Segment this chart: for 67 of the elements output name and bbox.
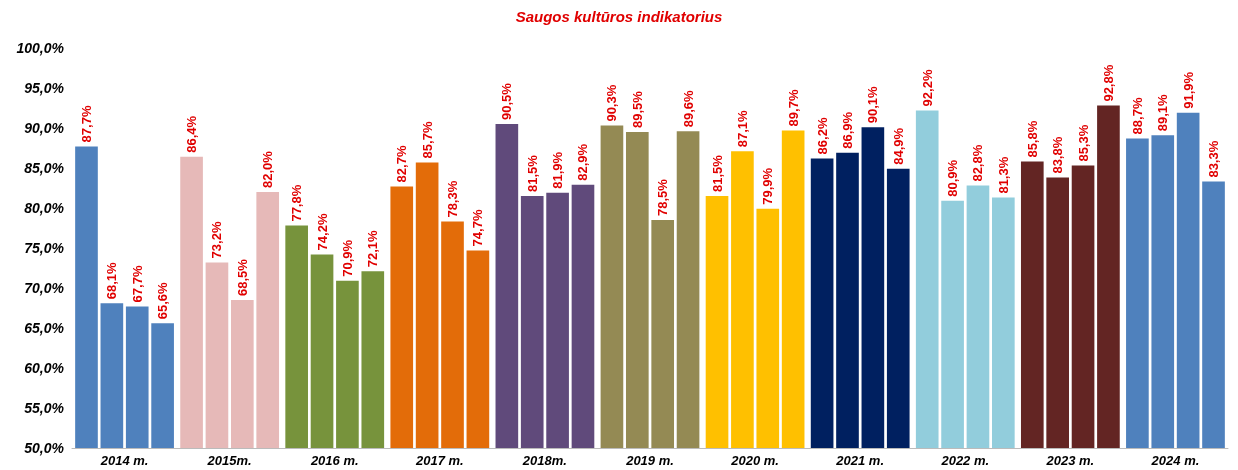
data-label: 80,9% (945, 159, 961, 197)
x-tick-label: 2018m. (521, 453, 567, 468)
data-label: 81,5% (524, 154, 540, 192)
data-label: 83,8% (1050, 136, 1066, 174)
data-label: 74,7% (470, 209, 486, 247)
data-label: 72,1% (365, 229, 381, 268)
data-label: 86,2% (814, 117, 830, 155)
x-tick-label: 2019 m. (625, 453, 674, 468)
data-label: 82,8% (970, 144, 986, 182)
data-label: 81,9% (550, 151, 566, 189)
x-tick-label: 2014 m. (99, 453, 149, 468)
x-tick-label: 2022 m. (940, 453, 990, 468)
data-label: 78,3% (445, 180, 461, 218)
data-label: 78,5% (655, 178, 671, 216)
y-tick-label: 100,0% (16, 40, 65, 56)
y-tick-label: 80,0% (24, 200, 65, 216)
y-tick-label: 85,0% (24, 160, 65, 176)
data-label: 81,3% (995, 156, 1011, 194)
y-tick-label: 90,0% (24, 120, 65, 136)
data-label: 90,3% (604, 84, 620, 122)
data-label: 89,5% (629, 90, 645, 128)
data-label: 74,2% (314, 213, 330, 251)
y-tick-label: 55,0% (24, 400, 65, 416)
data-label: 89,6% (680, 89, 696, 128)
chart-title: Saugos kultūros indikatorius (515, 8, 723, 25)
data-label: 85,8% (1024, 120, 1040, 158)
data-label: 79,9% (760, 167, 776, 205)
data-label: 82,0% (260, 150, 276, 188)
data-label: 68,5% (234, 258, 250, 296)
data-label: 90,1% (865, 85, 881, 124)
x-tick-label: 2016 m. (309, 453, 359, 468)
data-label: 89,7% (785, 89, 801, 127)
y-tick-label: 70,0% (24, 280, 65, 296)
data-label: 86,4% (184, 115, 200, 153)
data-label: 73,2% (209, 221, 225, 259)
x-tick-label: 2023 m. (1045, 453, 1095, 468)
y-tick-label: 95,0% (24, 80, 65, 96)
y-tick-label: 75,0% (24, 240, 65, 256)
data-label: 85,7% (419, 121, 435, 159)
x-tick-label: 2024 m. (1150, 453, 1200, 468)
data-label: 87,1% (734, 109, 750, 148)
x-tick-label: 2015m. (206, 453, 252, 468)
data-label: 70,9% (339, 239, 355, 277)
data-label: 65,6% (155, 281, 171, 320)
data-label: 82,9% (575, 143, 591, 181)
data-label: 68,1% (104, 261, 120, 300)
data-label: 92,2% (919, 69, 935, 107)
x-tick-label: 2020 m. (730, 453, 779, 468)
data-label: 87,7% (78, 105, 94, 143)
data-label: 82,7% (394, 145, 410, 183)
x-tick-label: 2017 m. (414, 453, 464, 468)
y-tick-label: 50,0% (24, 440, 65, 456)
data-label: 90,5% (499, 82, 515, 120)
data-label: 88,7% (1129, 97, 1145, 135)
data-label: 85,3% (1075, 124, 1091, 162)
data-label: 77,8% (289, 184, 305, 222)
data-label: 81,5% (709, 154, 725, 192)
data-label: 92,8% (1100, 64, 1116, 102)
data-label: 84,9% (890, 127, 906, 165)
data-label: 83,3% (1206, 140, 1222, 178)
data-label: 89,1% (1155, 93, 1171, 132)
x-tick-label: 2021 m. (835, 453, 885, 468)
data-label: 91,9% (1180, 71, 1196, 109)
y-tick-label: 65,0% (24, 320, 65, 336)
data-label: 67,7% (129, 265, 145, 303)
y-tick-label: 60,0% (24, 360, 65, 376)
data-label: 86,9% (839, 111, 855, 149)
